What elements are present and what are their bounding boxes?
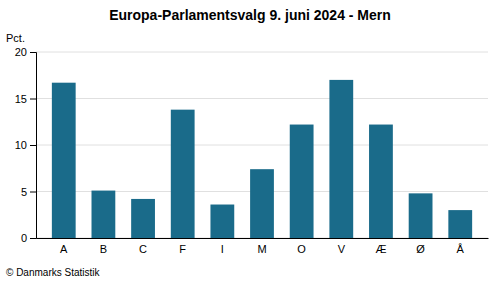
bar bbox=[92, 191, 116, 238]
y-tick-label: 15 bbox=[15, 93, 27, 105]
grid-line bbox=[36, 98, 488, 99]
x-axis-line bbox=[37, 238, 489, 239]
y-axis: 0 5 10 15 20 bbox=[15, 46, 37, 244]
y-axis-line bbox=[30, 53, 37, 239]
y-tick-mark bbox=[30, 145, 36, 146]
bar bbox=[210, 205, 234, 238]
grid-line bbox=[36, 145, 488, 146]
y-tick: 20 bbox=[15, 46, 36, 58]
bar bbox=[329, 80, 353, 238]
grid bbox=[36, 52, 488, 238]
x-tick-label: V bbox=[338, 243, 346, 255]
y-tick-label: 5 bbox=[21, 186, 27, 198]
chart-container: 0 5 10 15 20 A B C F I M O V Æ Ø Å Pct. Europa-Parlaments… bbox=[0, 0, 500, 282]
x-tick-label: A bbox=[60, 243, 68, 255]
x-tick-label: O bbox=[297, 243, 306, 255]
x-tick: B bbox=[100, 243, 107, 255]
y-tick-mark bbox=[30, 52, 36, 53]
x-tick-label: Å bbox=[457, 243, 465, 255]
x-tick-label: C bbox=[139, 243, 147, 255]
bar bbox=[171, 110, 195, 238]
y-tick-mark bbox=[30, 99, 36, 100]
y-tick: 15 bbox=[15, 93, 36, 105]
y-axis-label: Pct. bbox=[6, 32, 25, 44]
bar bbox=[131, 199, 155, 238]
x-tick: I bbox=[221, 243, 224, 255]
x-tick: O bbox=[297, 243, 306, 255]
x-tick: F bbox=[179, 243, 186, 255]
y-tick-label: 10 bbox=[15, 139, 27, 151]
x-tick: Æ bbox=[375, 243, 386, 255]
bar bbox=[448, 210, 472, 238]
footer-annotation: © Danmarks Statistik bbox=[6, 267, 101, 278]
x-axis: ABCFIMOVÆØÅ bbox=[37, 239, 489, 255]
chart-title: Europa-Parlamentsvalg 9. juni 2024 - Mer… bbox=[109, 7, 391, 23]
x-tick: Å bbox=[457, 243, 465, 255]
y-tick: 10 bbox=[15, 139, 36, 151]
x-tick: Ø bbox=[416, 243, 425, 255]
bar bbox=[250, 169, 274, 238]
x-tick-label: I bbox=[221, 243, 224, 255]
x-tick-label: Æ bbox=[375, 243, 386, 255]
y-tick-label: 0 bbox=[21, 232, 27, 244]
y-tick: 0 bbox=[21, 232, 36, 244]
y-tick-mark bbox=[30, 238, 36, 239]
bar bbox=[369, 125, 393, 238]
x-tick: V bbox=[338, 243, 346, 255]
bar bbox=[52, 83, 76, 238]
bar bbox=[409, 193, 433, 238]
bar bbox=[290, 125, 314, 238]
y-tick-label: 20 bbox=[15, 46, 27, 58]
x-tick: C bbox=[139, 243, 147, 255]
x-tick-label: F bbox=[179, 243, 186, 255]
x-tick-label: M bbox=[257, 243, 266, 255]
x-tick-label: Ø bbox=[416, 243, 425, 255]
chart-svg: 0 5 10 15 20 A B C F I M O V Æ Ø Å Pct. Europa-Parlaments… bbox=[0, 0, 500, 282]
x-tick-label: B bbox=[100, 243, 107, 255]
plot-area bbox=[52, 80, 472, 238]
y-tick-mark bbox=[30, 192, 36, 193]
x-tick: A bbox=[60, 243, 68, 255]
x-tick: M bbox=[257, 243, 266, 255]
y-tick: 5 bbox=[21, 186, 36, 198]
grid-line bbox=[36, 52, 488, 53]
